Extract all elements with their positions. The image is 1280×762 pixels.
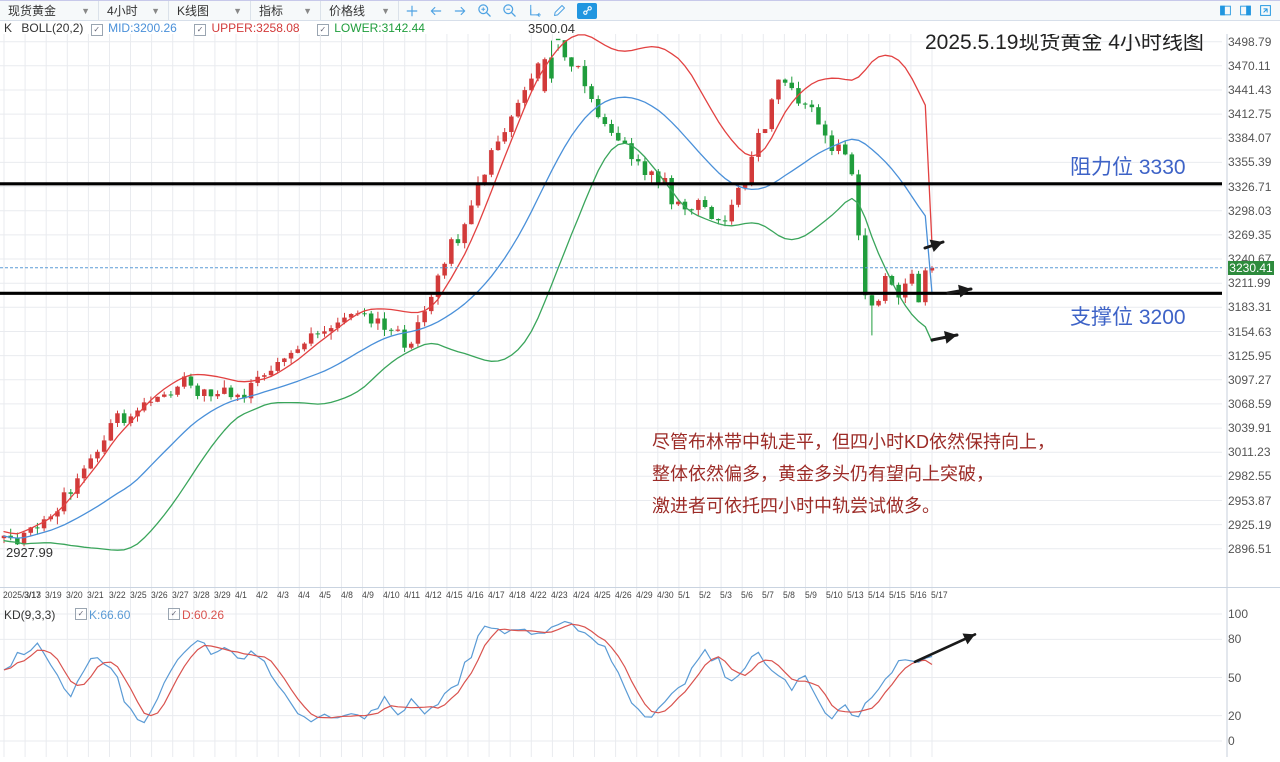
svg-text:2927.99: 2927.99 bbox=[6, 545, 53, 560]
